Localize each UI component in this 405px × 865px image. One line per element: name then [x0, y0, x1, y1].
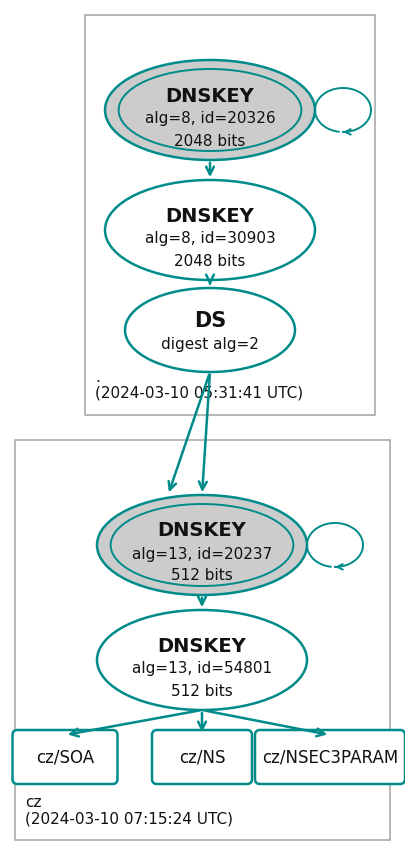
FancyBboxPatch shape — [255, 730, 405, 784]
Text: DNSKEY: DNSKEY — [158, 522, 246, 541]
Text: 512 bits: 512 bits — [171, 568, 233, 584]
Ellipse shape — [105, 180, 315, 280]
Text: 2048 bits: 2048 bits — [174, 133, 246, 149]
Text: alg=8, id=20326: alg=8, id=20326 — [145, 112, 275, 126]
Ellipse shape — [97, 610, 307, 710]
Text: alg=13, id=54801: alg=13, id=54801 — [132, 662, 272, 676]
Text: cz/NSEC3PARAM: cz/NSEC3PARAM — [262, 748, 398, 766]
Text: alg=13, id=20237: alg=13, id=20237 — [132, 547, 272, 561]
FancyBboxPatch shape — [152, 730, 252, 784]
Bar — [85, 15, 375, 415]
Text: DNSKEY: DNSKEY — [166, 86, 254, 106]
Text: alg=8, id=30903: alg=8, id=30903 — [145, 232, 275, 247]
Text: cz/SOA: cz/SOA — [36, 748, 94, 766]
Bar — [15, 440, 390, 840]
Ellipse shape — [125, 288, 295, 372]
Text: 2048 bits: 2048 bits — [174, 253, 246, 268]
Text: cz/NS: cz/NS — [179, 748, 225, 766]
Text: 512 bits: 512 bits — [171, 683, 233, 699]
Text: (2024-03-10 05:31:41 UTC): (2024-03-10 05:31:41 UTC) — [95, 386, 303, 401]
Text: DNSKEY: DNSKEY — [166, 207, 254, 226]
Text: .: . — [95, 370, 100, 385]
FancyBboxPatch shape — [13, 730, 117, 784]
Text: (2024-03-10 07:15:24 UTC): (2024-03-10 07:15:24 UTC) — [25, 811, 233, 826]
Text: DS: DS — [194, 311, 226, 330]
Text: digest alg=2: digest alg=2 — [161, 337, 259, 352]
Text: DNSKEY: DNSKEY — [158, 637, 246, 656]
Text: cz: cz — [25, 795, 41, 810]
Ellipse shape — [97, 495, 307, 595]
Ellipse shape — [105, 60, 315, 160]
